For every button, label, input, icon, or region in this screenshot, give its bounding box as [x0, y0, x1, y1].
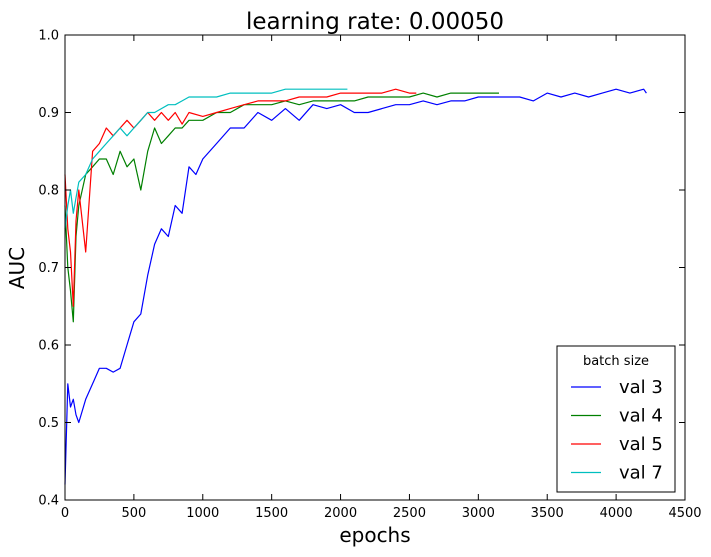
legend-title: batch size [583, 354, 649, 369]
series-line-val-3 [64, 88, 647, 485]
x-tick-label: 4500 [668, 506, 701, 521]
y-tick-label: 0.6 [38, 339, 59, 354]
x-tick-label: 2000 [324, 506, 357, 521]
series-line-val-4 [64, 92, 499, 323]
legend-entries: val 3 val 4 val 5 val 7 [571, 377, 663, 484]
chart-title: learning rate: 0.00050 [246, 9, 504, 35]
x-tick-label: 3000 [462, 506, 495, 521]
series-layer [64, 88, 647, 485]
ticks-layer: 0 500 1000 1500 2000 2500 3000 3500 4000 4500 0.4 0… [38, 29, 701, 522]
x-tick-label: 500 [121, 506, 146, 521]
y-tick-label: 0.7 [38, 261, 59, 276]
series-line-val-7 [64, 88, 348, 229]
y-tick-label: 0.8 [38, 184, 59, 199]
x-tick-label: 0 [61, 506, 69, 521]
legend: batch size val 3 val 4 val 5 val 7 [556, 345, 676, 493]
y-tick-label: 0.4 [38, 494, 59, 509]
y-tick-label: 1.0 [38, 29, 59, 44]
x-tick-label: 2500 [393, 506, 426, 521]
legend-label: val 4 [619, 406, 663, 427]
legend-box [556, 345, 676, 493]
x-axis-label: epochs [339, 523, 410, 547]
y-axis-label: AUC [5, 247, 29, 289]
x-tick-label: 1000 [186, 506, 219, 521]
y-tick-label: 0.9 [38, 106, 59, 121]
plot-frame [64, 34, 686, 501]
x-tick-label: 3500 [531, 506, 564, 521]
legend-label: val 3 [619, 377, 663, 398]
legend-label: val 5 [619, 434, 663, 455]
legend-label: val 7 [619, 463, 663, 484]
y-tick-label: 0.5 [38, 416, 59, 431]
x-tick-label: 4000 [600, 506, 633, 521]
x-tick-label: 1500 [255, 506, 288, 521]
series-line-val-5 [64, 88, 417, 307]
